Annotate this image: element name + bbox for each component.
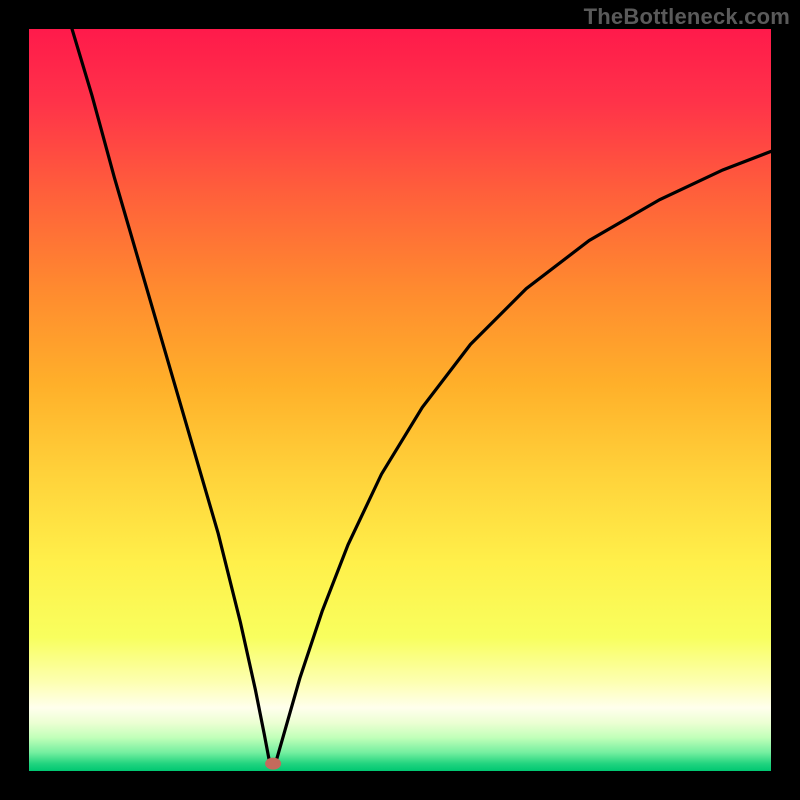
chart-frame: TheBottleneck.com	[0, 0, 800, 800]
gradient-background	[29, 29, 771, 771]
watermark-text: TheBottleneck.com	[584, 4, 790, 30]
plot-area	[29, 29, 771, 771]
bottleneck-chart	[29, 29, 771, 771]
optimal-marker	[265, 758, 281, 770]
